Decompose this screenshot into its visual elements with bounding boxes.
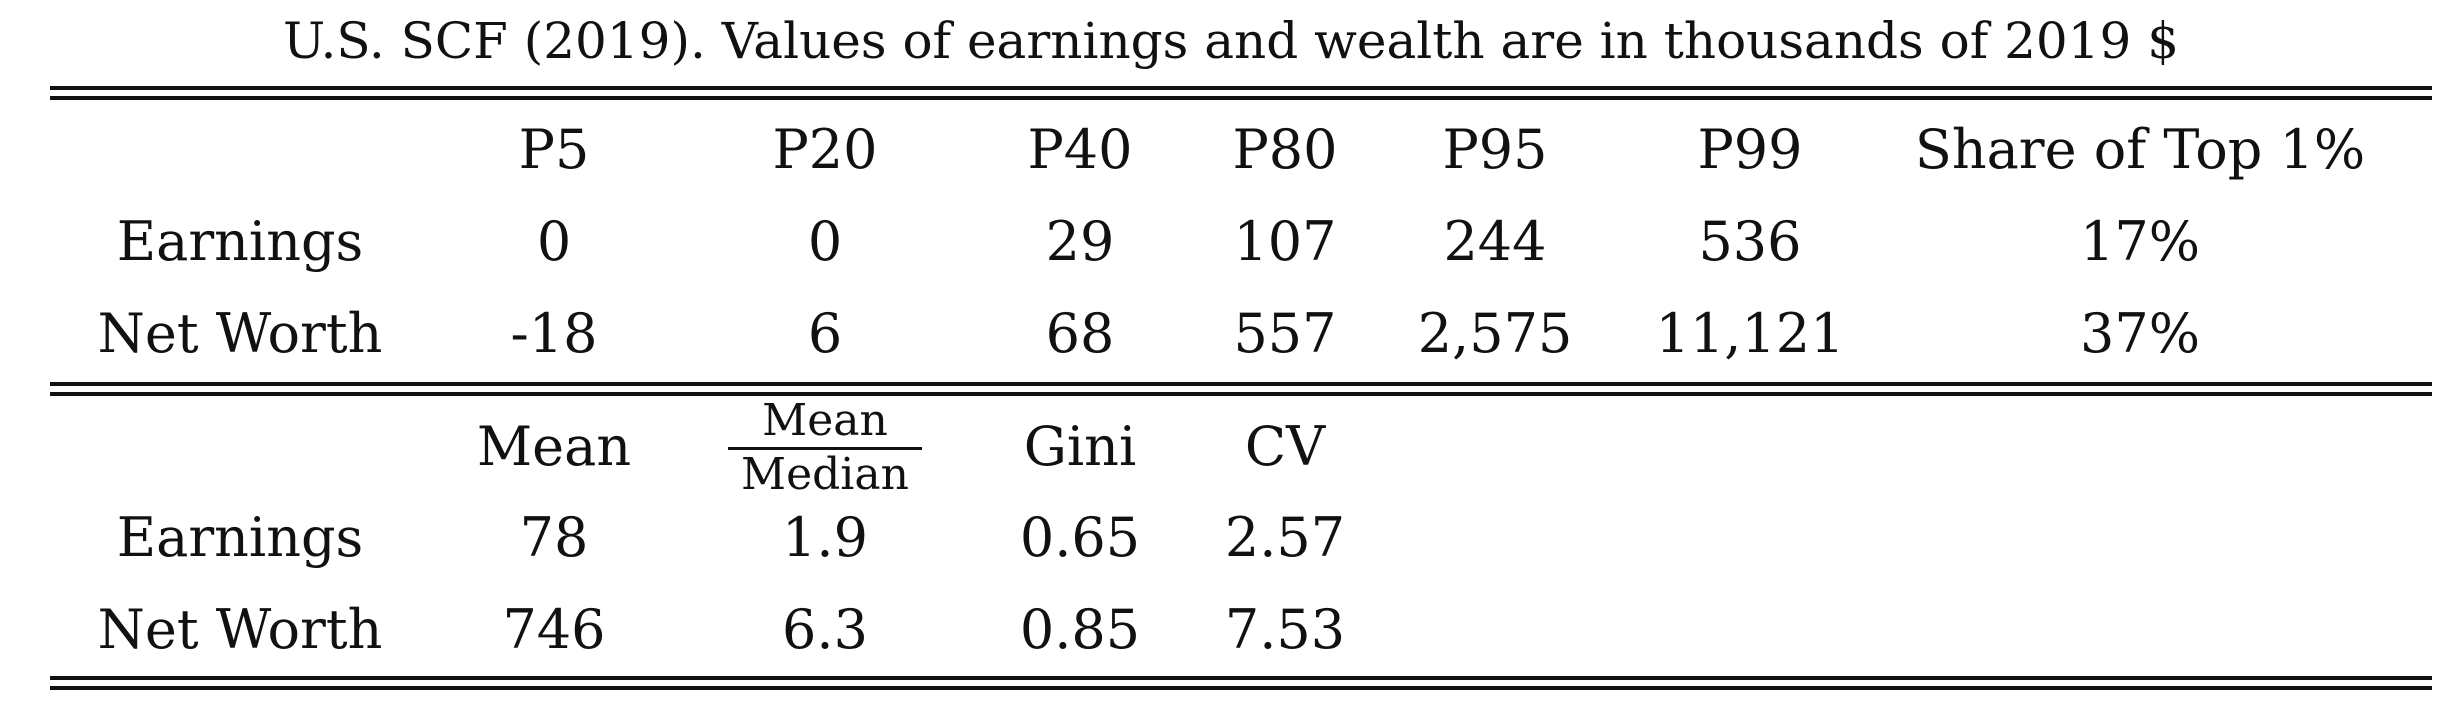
table-cell: 2,575 <box>1417 302 1573 365</box>
table-cell: 0 <box>536 210 572 273</box>
table-cell: 7.53 <box>1224 598 1346 661</box>
table-cell: 244 <box>1443 210 1547 273</box>
table-cell: 0.85 <box>1019 598 1141 661</box>
top-rule-upper <box>50 86 2432 90</box>
table-cell: 536 <box>1698 210 1802 273</box>
header-p40: P40 <box>1027 118 1133 181</box>
table-cell: 557 <box>1233 302 1337 365</box>
header-p20: P20 <box>772 118 878 181</box>
ratio-denominator: Median <box>741 449 909 500</box>
header-mean-median-ratio: Mean Median <box>690 396 960 502</box>
header-p95: P95 <box>1442 118 1548 181</box>
table-cell: 78 <box>519 506 589 569</box>
row-label-net-worth: Net Worth <box>97 598 383 661</box>
table-cell: 68 <box>1045 302 1115 365</box>
table-cell: 2.57 <box>1224 506 1346 569</box>
table-cell: 11,121 <box>1655 302 1845 365</box>
table-cell: -18 <box>510 302 598 365</box>
header-p80: P80 <box>1232 118 1338 181</box>
header-mean: Mean <box>476 415 632 478</box>
table-cell: 6.3 <box>782 598 868 661</box>
table-cell: 746 <box>502 598 606 661</box>
table-cell: 0.65 <box>1019 506 1141 569</box>
bottom-rule-lower <box>50 686 2432 690</box>
header-cv: CV <box>1244 415 1326 478</box>
table-cell: 6 <box>807 302 843 365</box>
middle-rule-upper <box>50 382 2432 386</box>
table-cell: 29 <box>1045 210 1115 273</box>
table-cell: 1.9 <box>782 506 868 569</box>
table-caption: U.S. SCF (2019). Values of earnings and … <box>282 12 2180 70</box>
bottom-rule-upper <box>50 676 2432 680</box>
header-p99: P99 <box>1697 118 1803 181</box>
table-cell: 17% <box>2079 210 2201 273</box>
header-gini: Gini <box>1023 415 1137 478</box>
ratio-numerator: Mean <box>762 395 888 446</box>
header-p5: P5 <box>518 118 590 181</box>
header-top1-share: Share of Top 1% <box>1914 118 2366 181</box>
row-label-net-worth: Net Worth <box>97 302 383 365</box>
table-cell: 37% <box>2079 302 2201 365</box>
table-cell: 107 <box>1233 210 1337 273</box>
middle-rule-lower <box>50 392 2432 396</box>
top-rule-lower <box>50 96 2432 100</box>
fraction-bar <box>728 447 922 450</box>
row-label-earnings: Earnings <box>116 210 364 273</box>
row-label-earnings: Earnings <box>116 506 364 569</box>
table-cell: 0 <box>807 210 843 273</box>
